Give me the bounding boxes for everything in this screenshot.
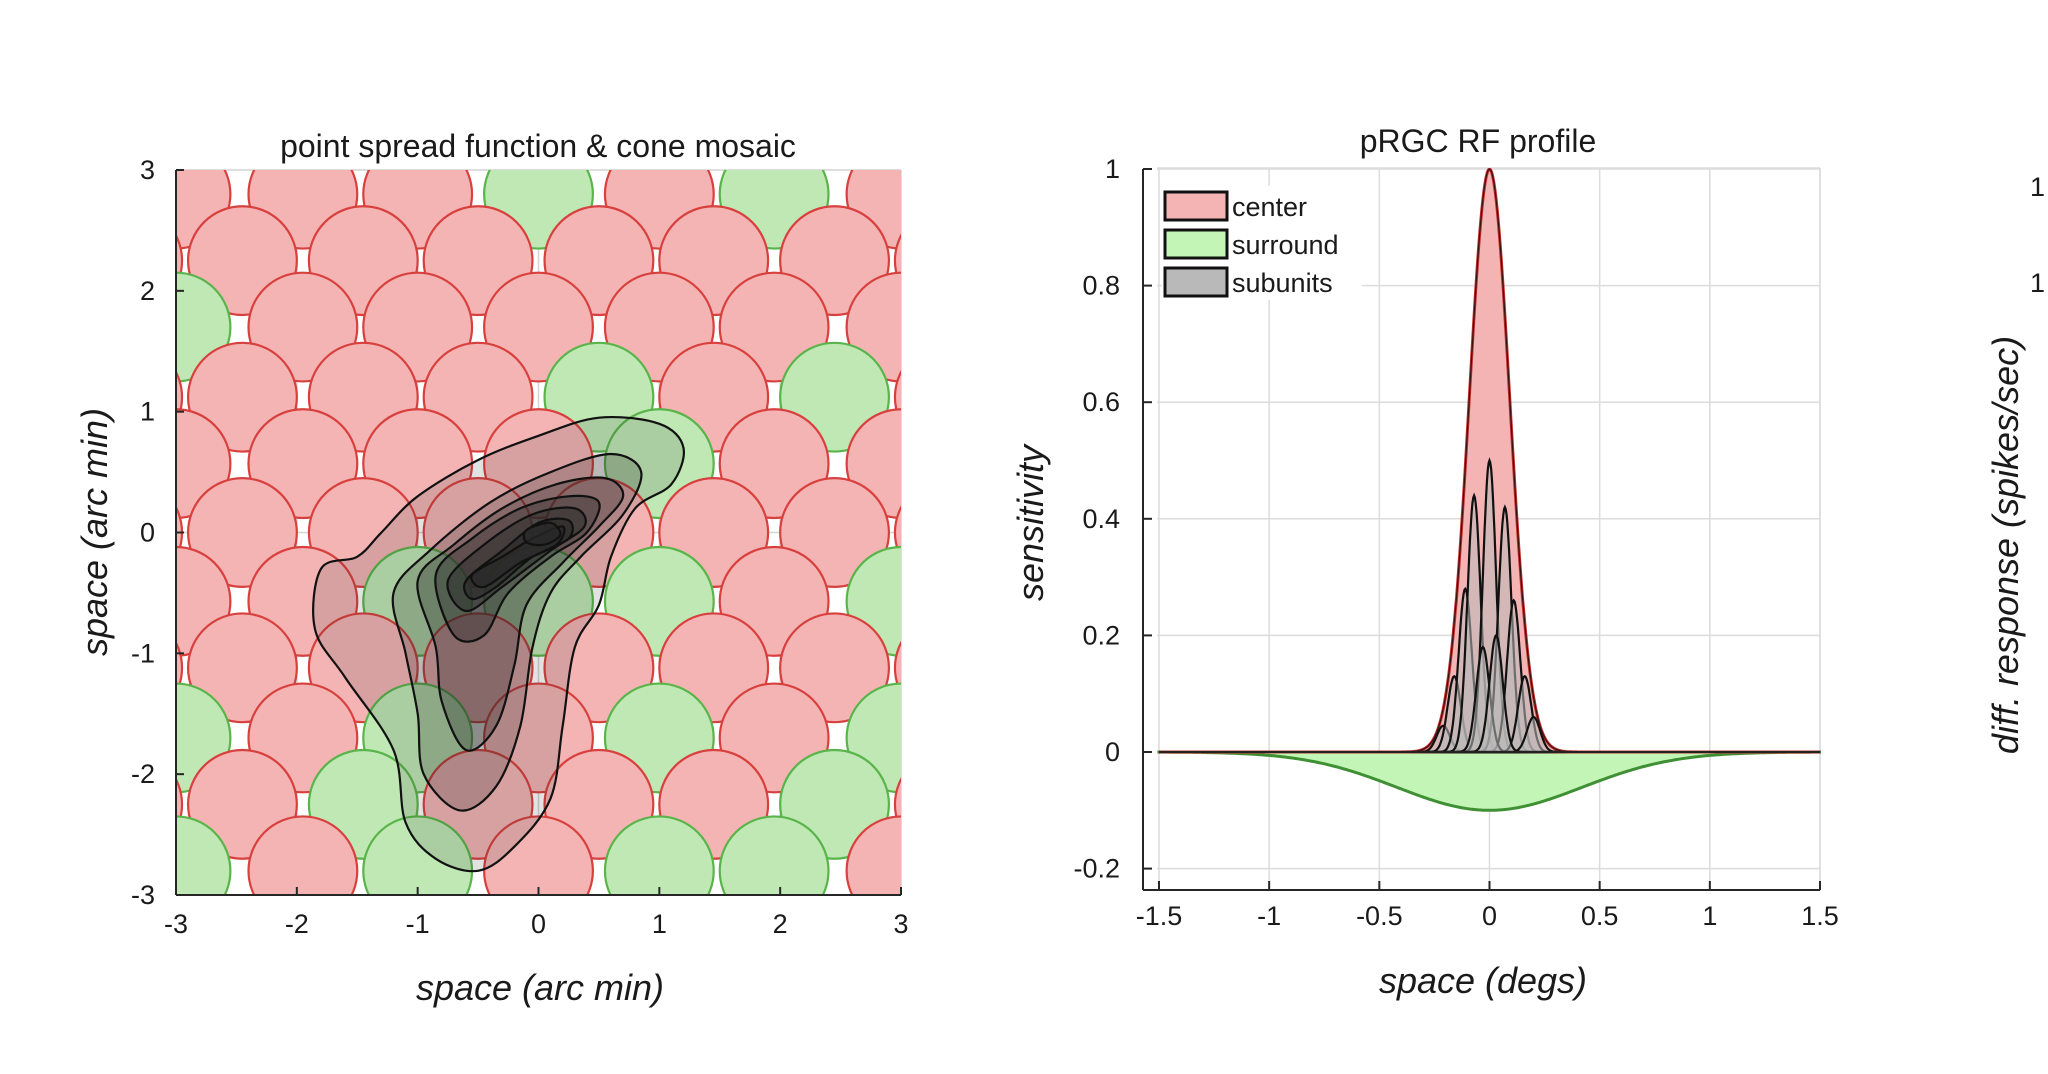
y-tick-label: 3 [140, 155, 155, 185]
L-cone [893, 369, 901, 425]
x-tick-label: 0 [531, 909, 546, 939]
legend-swatch-surround [1163, 228, 1229, 260]
panel1-axes [175, 169, 902, 896]
y-tick-label: 0 [140, 518, 155, 548]
psf-cone-mosaic-panel: point spread function & cone mosaic -3 -2… [74, 128, 909, 1008]
y-tick-label: 0.6 [1082, 387, 1120, 417]
M-cone [176, 815, 232, 895]
panel1-y-axis-label: space (arc min) [74, 408, 115, 656]
y-tick-label: 0.2 [1082, 620, 1120, 650]
L-cone [176, 233, 184, 288]
x-tick-label: -1.5 [1136, 901, 1183, 931]
y-tick-label: 1 [140, 397, 155, 427]
L-cone [893, 777, 901, 832]
legend-label-surround: surround [1232, 230, 1339, 260]
panel2-y-tick-labels: 1 0.8 0.6 0.4 0.2 0 -0.2 [1073, 154, 1120, 884]
x-tick-label: 2 [773, 909, 788, 939]
panel3-y-tick-label: 1 [2030, 172, 2045, 202]
panel1-title: point spread function & cone mosaic [280, 128, 796, 164]
y-tick-label: -1 [131, 638, 155, 668]
panel2-axes [1142, 168, 1821, 891]
x-tick-label: 0.5 [1581, 901, 1619, 931]
y-tick-label: 0.8 [1082, 271, 1120, 301]
panel2-y-axis-label: sensitivity [1010, 443, 1051, 601]
M-cone [718, 815, 830, 895]
y-tick-label: 0 [1105, 737, 1120, 767]
surround-area [1157, 750, 1821, 812]
y-tick-label: 2 [140, 276, 155, 306]
L-cone [176, 640, 184, 696]
x-tick-label: 0 [1482, 901, 1497, 931]
panel3-y-tick-label: 1 [2030, 268, 2045, 298]
L-cone [176, 777, 184, 832]
L-cone [893, 640, 901, 696]
M-cone [603, 815, 715, 895]
x-tick-label: -2 [285, 909, 309, 939]
x-tick-label: -1 [1257, 901, 1281, 931]
psf-contour [522, 521, 562, 547]
panel1-x-axis-label: space (arc min) [416, 967, 664, 1008]
x-tick-label: 1 [1702, 901, 1717, 931]
psf-contours [312, 415, 685, 873]
diff-response-panel-partial: diff. response (spikes/sec) 1 1 [1985, 172, 2045, 754]
panel3-y-axis-label: diff. response (spikes/sec) [1985, 336, 2026, 754]
psf-contour [312, 415, 685, 873]
psf-contour [416, 476, 625, 752]
L-cone [845, 815, 901, 895]
x-tick-label: 1 [652, 909, 667, 939]
y-tick-label: 0.4 [1082, 504, 1120, 534]
x-tick-label: -0.5 [1356, 901, 1403, 931]
y-tick-label: -2 [131, 759, 155, 789]
y-tick-label: -3 [131, 880, 155, 910]
panel2-legend: center surround subunits [1162, 186, 1362, 300]
panel2-title: pRGC RF profile [1360, 123, 1597, 159]
panel2-series [1157, 168, 1821, 812]
legend-label-subunits: subunits [1232, 268, 1333, 298]
legend-swatch-center [1163, 190, 1229, 222]
legend-swatch-subunits [1163, 266, 1229, 298]
y-tick-label: -0.2 [1073, 854, 1120, 884]
x-tick-label: -3 [164, 909, 188, 939]
panel2-x-axis-label: space (degs) [1379, 960, 1587, 1001]
panel1-x-tick-labels: -3 -2 -1 0 1 2 3 [164, 909, 909, 939]
panel2-x-tick-labels: -1.5 -1 -0.5 0 0.5 1 1.5 [1136, 901, 1839, 931]
L-cone [893, 505, 901, 560]
x-tick-label: 3 [893, 909, 908, 939]
cone-mosaic [176, 170, 901, 895]
panel1-y-tick-labels: 3 2 1 0 -1 -2 -3 [131, 155, 155, 910]
legend-label-center: center [1232, 192, 1307, 222]
L-cone [247, 815, 359, 895]
L-cone [483, 815, 594, 895]
L-cone [893, 233, 901, 288]
y-tick-label: 1 [1105, 154, 1120, 184]
x-tick-label: 1.5 [1801, 901, 1839, 931]
prgc-rf-profile-panel: pRGC RF profile -1.5 -1 -0.5 0 0.5 1 1.5 1 0.8 0… [1010, 123, 1839, 1001]
x-tick-label: -1 [406, 909, 430, 939]
